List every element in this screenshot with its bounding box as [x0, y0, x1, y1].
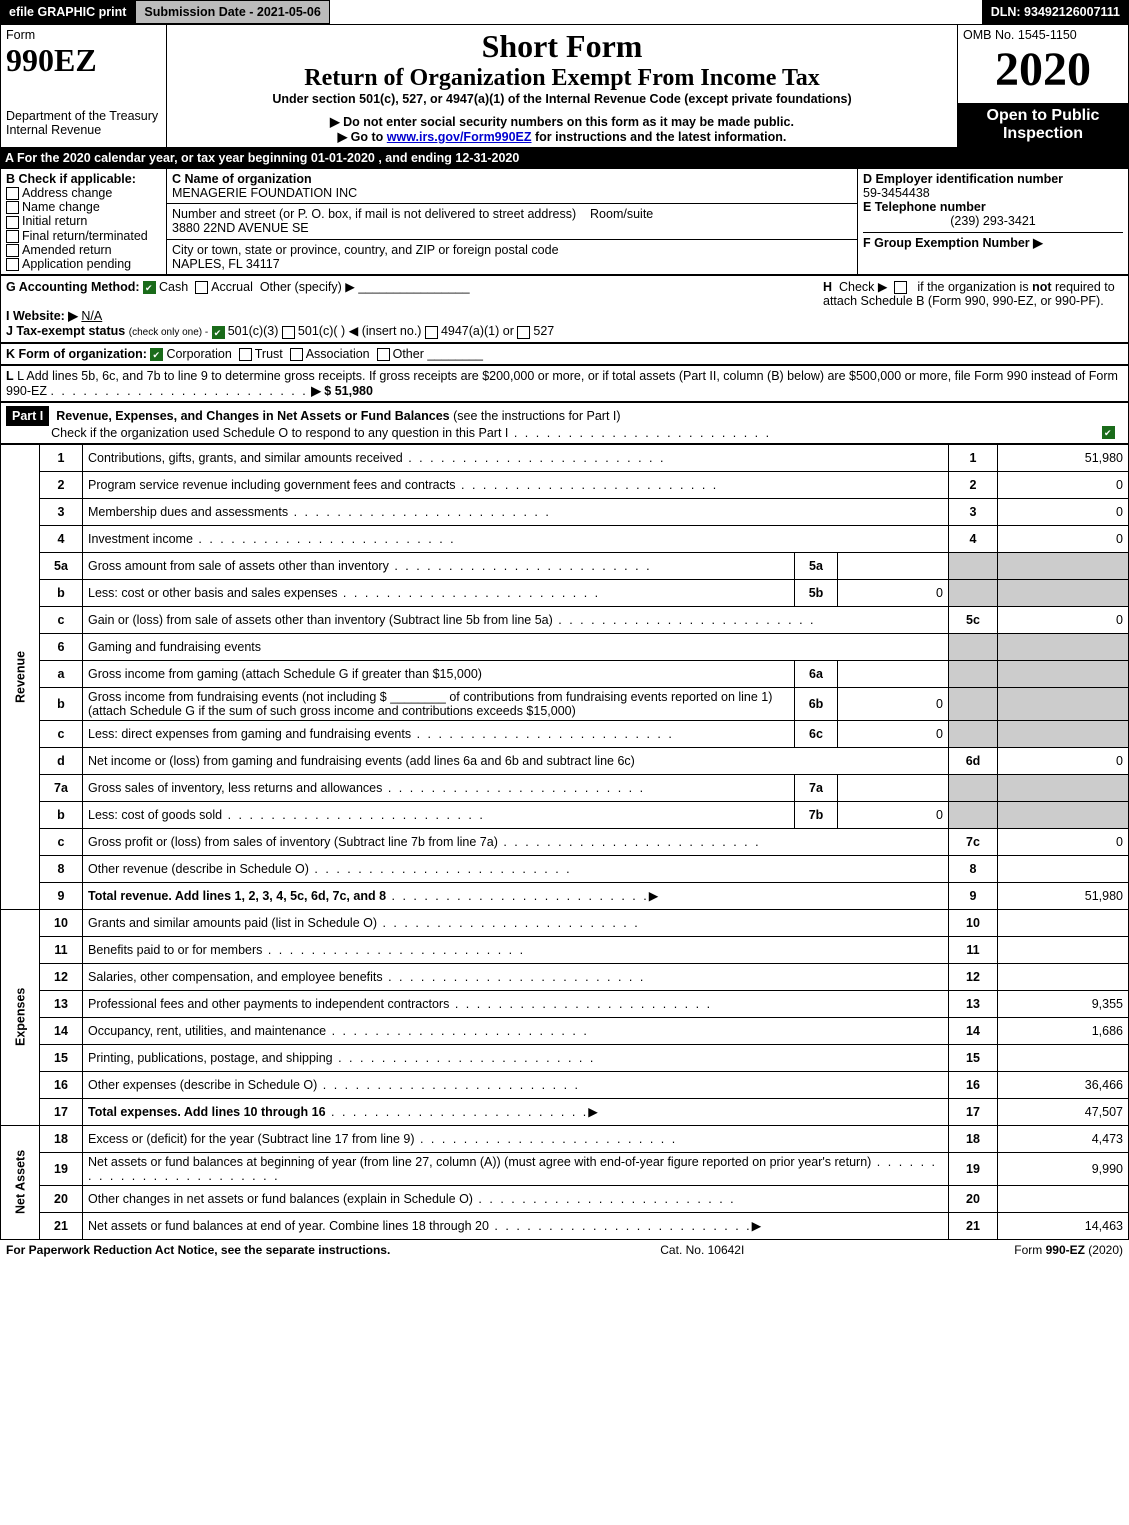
form-subtitle: Return of Organization Exempt From Incom…	[172, 65, 952, 92]
submission-date: Submission Date - 2021-05-06	[135, 0, 329, 24]
side-expenses: Expenses	[1, 909, 40, 1125]
chk-501c[interactable]	[282, 326, 295, 339]
city-lbl: City or town, state or province, country…	[172, 243, 559, 257]
ein-value: 59-3454438	[863, 186, 1123, 200]
f-group-lbl: F Group Exemption Number ▶	[863, 236, 1043, 250]
room-lbl: Room/suite	[590, 207, 653, 221]
side-revenue: Revenue	[1, 444, 40, 909]
street-val: 3880 22ND AVENUE SE	[172, 221, 309, 235]
org-name: MENAGERIE FOUNDATION INC	[172, 186, 357, 200]
c-name-lbl: C Name of organization	[172, 172, 312, 186]
chk-527[interactable]	[517, 326, 530, 339]
dln: DLN: 93492126007111	[982, 0, 1129, 24]
top-bar: efile GRAPHIC print Submission Date - 20…	[0, 0, 1129, 24]
open-to-public: Open to Public Inspection	[958, 103, 1129, 147]
chk-accrual[interactable]	[195, 281, 208, 294]
chk-other-org[interactable]	[377, 348, 390, 361]
chk-initial[interactable]: Initial return	[6, 214, 161, 228]
city-val: NAPLES, FL 34117	[172, 257, 280, 271]
chk-amended[interactable]: Amended return	[6, 243, 161, 257]
form-header-table: Form 990EZ Department of the Treasury In…	[0, 24, 1129, 148]
chk-name-change[interactable]: Name change	[6, 200, 161, 214]
phone-value: (239) 293-3421	[863, 214, 1123, 228]
tax-year: 2020	[963, 42, 1123, 97]
chk-trust[interactable]	[239, 348, 252, 361]
footer-left: For Paperwork Reduction Act Notice, see …	[6, 1243, 390, 1257]
street-lbl: Number and street (or P. O. box, if mail…	[172, 207, 576, 221]
efile-print-button[interactable]: efile GRAPHIC print	[0, 0, 135, 24]
footer-right: Form 990-EZ (2020)	[1014, 1243, 1123, 1257]
ssn-warning: ▶ Do not enter social security numbers o…	[172, 114, 952, 129]
k-row: K Form of organization: Corporation Trus…	[1, 343, 1129, 364]
chk-cash[interactable]	[143, 281, 156, 294]
form-label: Form	[6, 28, 161, 42]
l-row: L L Add lines 5b, 6c, and 7b to line 9 t…	[1, 365, 1129, 401]
chk-4947[interactable]	[425, 326, 438, 339]
irs-link[interactable]: www.irs.gov/Form990EZ	[387, 130, 532, 144]
e-phone-lbl: E Telephone number	[863, 200, 1123, 214]
under-section: Under section 501(c), 527, or 4947(a)(1)…	[172, 92, 952, 106]
omb-number: OMB No. 1545-1150	[963, 28, 1123, 42]
page-footer: For Paperwork Reduction Act Notice, see …	[0, 1240, 1129, 1260]
website-val: N/A	[81, 309, 102, 323]
chk-assoc[interactable]	[290, 348, 303, 361]
h-text: H Check ▶ if the organization is not req…	[823, 279, 1123, 308]
chk-h[interactable]	[894, 281, 907, 294]
chk-501c3[interactable]	[212, 326, 225, 339]
tax-period: A For the 2020 calendar year, or tax yea…	[0, 148, 1129, 168]
i-lbl: I Website: ▶	[6, 309, 78, 323]
d-ein-lbl: D Employer identification number	[863, 172, 1123, 186]
part1-lines: Revenue 1 Contributions, gifts, grants, …	[0, 444, 1129, 1240]
form-number: 990EZ	[6, 42, 161, 79]
chk-corp[interactable]	[150, 348, 163, 361]
j-lbl: J Tax-exempt status	[6, 324, 125, 338]
chk-addr-change[interactable]: Address change	[6, 186, 161, 200]
entity-block: B Check if applicable: Address change Na…	[0, 168, 1129, 275]
part1-header: Part I Revenue, Expenses, and Changes in…	[1, 402, 1129, 443]
side-netassets: Net Assets	[1, 1125, 40, 1239]
b-label: B Check if applicable:	[6, 172, 161, 186]
footer-mid: Cat. No. 10642I	[660, 1243, 744, 1257]
line-1-desc: Contributions, gifts, grants, and simila…	[83, 444, 949, 471]
line-1-amt: 51,980	[998, 444, 1129, 471]
chk-schedule-o[interactable]	[1102, 426, 1115, 439]
goto-line: ▶ Go to www.irs.gov/Form990EZ for instru…	[172, 129, 952, 144]
dept-label: Department of the Treasury Internal Reve…	[6, 109, 161, 137]
form-title: Short Form	[172, 28, 952, 65]
chk-pending[interactable]: Application pending	[6, 257, 161, 271]
g-lbl: G Accounting Method:	[6, 280, 140, 294]
chk-terminated[interactable]: Final return/terminated	[6, 229, 161, 243]
